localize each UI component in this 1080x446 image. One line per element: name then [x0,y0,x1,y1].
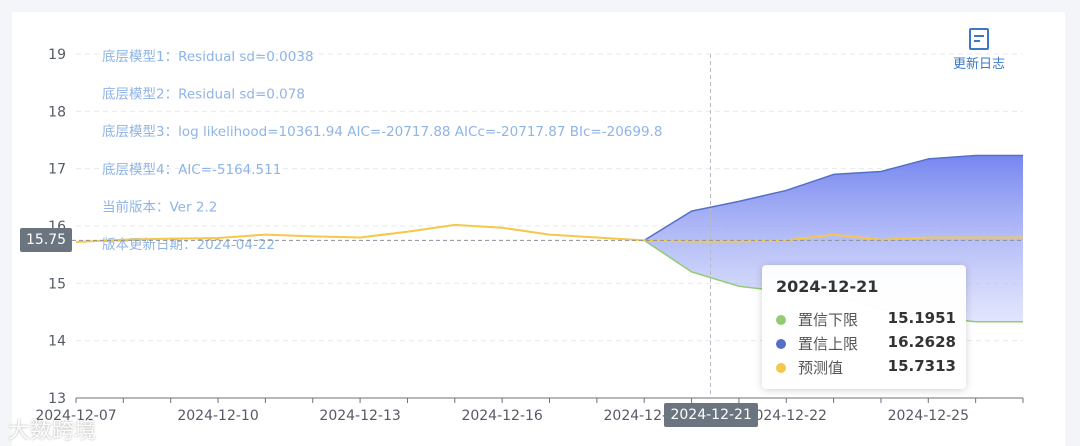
tooltip-label-forecast: 预测值 [798,359,844,377]
x-tick-label: 2024-12-13 [319,408,400,424]
y-tick-label: 18 [48,104,66,120]
tooltip-label-upper: 置信上限 [798,335,859,353]
y-tick-label: 13 [48,391,66,407]
changelog-button[interactable]: 更新日志 [944,28,1014,72]
upper-bound-line [643,154,1023,241]
x-tick-label: 2024-12-07 [35,408,116,424]
tooltip-dot-lower [776,315,786,325]
model-annotation: 底层模型4：AIC=-5164.511 [102,162,281,178]
axis-pointer-x-label: 2024-12-21 [664,403,758,427]
tooltip-dot-upper [776,339,786,349]
tooltip-row-forecast: 预测值 15.7313 [776,357,956,379]
forecast-line [75,223,1023,244]
model-annotation: 当前版本：Ver 2.2 [102,198,217,215]
tooltip-value-lower: 15.1951 [887,309,956,327]
watermark: 大数跨境 [8,419,97,444]
tooltip-label-lower: 置信下限 [798,311,859,329]
tooltip-row-upper: 置信上限 16.2628 [776,333,956,355]
tooltip-date: 2024-12-21 [776,277,879,296]
tooltip-value-upper: 16.2628 [887,333,956,351]
document-icon [969,28,989,50]
axis-pointer-y-label: 15.75 [20,228,73,253]
model-annotation: 版本更新日期：2024-04-22 [102,237,275,253]
y-tick-label: 15 [48,276,66,292]
tooltip-dot-forecast [776,363,786,373]
changelog-label: 更新日志 [952,57,1005,72]
y-tick-label: 17 [48,162,66,178]
y-tick-label: 14 [48,334,66,350]
tooltip-row-lower: 置信下限 15.1951 [776,309,956,331]
tooltip-value-forecast: 15.7313 [887,357,956,375]
model-annotation: 底层模型3：log likelihood=10361.94 AIC=-20717… [102,124,662,140]
x-tick-label: 2024-12-22 [746,408,827,424]
model-annotation: 底层模型2：Residual sd=0.078 [102,87,305,103]
x-tick-label: 2024-12-10 [177,408,258,424]
tooltip: 2024-12-21 置信下限 15.1951 置信上限 16.2628 预测值… [762,265,966,389]
model-annotation: 底层模型1：Residual sd=0.0038 [102,49,314,65]
x-tick-label: 2024-12-25 [888,408,969,424]
x-tick-label: 2024-12-16 [461,408,542,424]
y-tick-label: 19 [48,47,66,63]
